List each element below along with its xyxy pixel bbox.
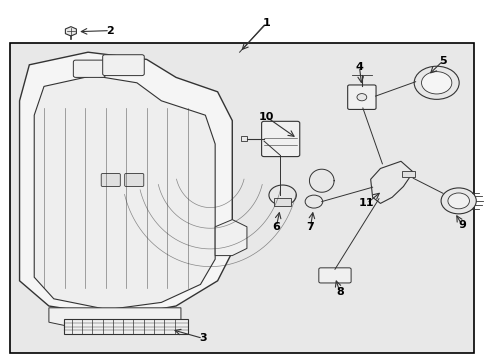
Polygon shape bbox=[20, 52, 232, 317]
Polygon shape bbox=[49, 308, 181, 329]
Text: 4: 4 bbox=[355, 62, 363, 72]
Polygon shape bbox=[215, 220, 246, 256]
FancyBboxPatch shape bbox=[347, 85, 375, 109]
Text: 1: 1 bbox=[262, 18, 270, 28]
Text: 8: 8 bbox=[335, 287, 343, 297]
Circle shape bbox=[440, 188, 475, 214]
Text: 5: 5 bbox=[438, 56, 446, 66]
Text: 7: 7 bbox=[306, 222, 314, 232]
Bar bbox=[10, 43, 473, 353]
FancyBboxPatch shape bbox=[318, 268, 350, 283]
Polygon shape bbox=[370, 161, 412, 203]
Text: 6: 6 bbox=[272, 222, 280, 232]
Text: 3: 3 bbox=[199, 333, 206, 343]
Text: 10: 10 bbox=[258, 112, 274, 122]
Bar bbox=[401, 171, 414, 177]
FancyBboxPatch shape bbox=[124, 174, 143, 186]
Circle shape bbox=[413, 66, 458, 99]
Bar bbox=[241, 136, 247, 141]
Text: 11: 11 bbox=[358, 198, 374, 208]
Circle shape bbox=[305, 195, 322, 208]
FancyBboxPatch shape bbox=[102, 55, 144, 76]
FancyBboxPatch shape bbox=[101, 174, 120, 186]
FancyBboxPatch shape bbox=[261, 121, 299, 157]
Circle shape bbox=[356, 94, 366, 101]
Bar bbox=[273, 198, 291, 206]
Polygon shape bbox=[63, 319, 188, 334]
Circle shape bbox=[268, 185, 296, 205]
Circle shape bbox=[421, 72, 451, 94]
FancyBboxPatch shape bbox=[73, 60, 105, 77]
Polygon shape bbox=[65, 27, 76, 36]
Circle shape bbox=[447, 193, 468, 209]
Polygon shape bbox=[34, 76, 215, 310]
Text: 2: 2 bbox=[106, 26, 114, 36]
Text: 9: 9 bbox=[457, 220, 465, 230]
